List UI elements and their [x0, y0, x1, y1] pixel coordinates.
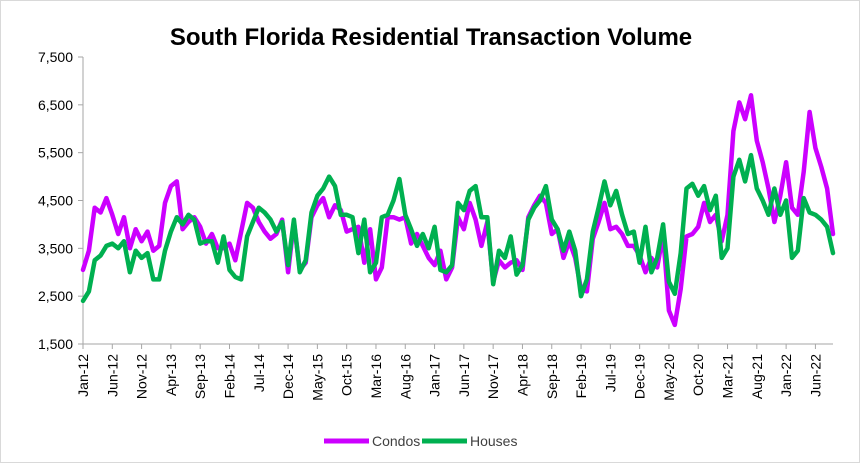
x-tick-label: Dec-14 [280, 354, 296, 399]
series-line-houses [80, 152, 836, 304]
x-tick-label: Oct-15 [339, 354, 355, 396]
x-tick-label: Jun-22 [807, 354, 823, 397]
x-tick-label: Nov-12 [134, 354, 150, 399]
x-tick-label: Oct-20 [690, 354, 706, 396]
y-tick-label: 3,500 [38, 240, 73, 256]
y-tick-label: 7,500 [38, 49, 73, 65]
y-tick-label: 5,500 [38, 145, 73, 161]
x-tick-label: Feb-19 [573, 354, 589, 399]
y-tick-label: 2,500 [38, 288, 73, 304]
x-tick-label: Apr-13 [163, 354, 179, 396]
x-axis: Jan-12 Jun-12 Nov-12 Apr-13 Sep-13 Feb-14 Jul-… [75, 343, 833, 401]
x-tick-label: Jan-12 [75, 354, 91, 397]
x-tick-label: May-20 [661, 354, 677, 401]
x-tick-label: Jun-12 [104, 354, 120, 397]
x-tick-label: Sep-13 [192, 354, 208, 399]
x-tick-label: Nov-17 [485, 354, 501, 399]
y-tick-label: 1,500 [38, 336, 73, 352]
x-tick-label: May-15 [309, 354, 325, 401]
x-tick-label: Feb-14 [221, 354, 237, 399]
x-tick-label: Jun-17 [456, 354, 472, 397]
y-axis: 1,500 2,500 3,500 4,500 5,500 6,500 7,500 [38, 49, 84, 352]
legend: Condos Houses [324, 433, 517, 449]
y-tick-label: 6,500 [38, 97, 73, 113]
x-tick-label: Dec-19 [632, 354, 648, 399]
x-tick-label: Mar-16 [368, 354, 384, 399]
legend-label-houses: Houses [470, 433, 517, 449]
series-layer [80, 93, 836, 328]
x-tick-label: Aug-21 [749, 354, 765, 399]
x-tick-label: Jul-19 [602, 354, 618, 392]
x-tick-label: Aug-16 [397, 354, 413, 399]
y-tick-label: 4,500 [38, 193, 73, 209]
x-tick-label: Jul-14 [251, 354, 267, 392]
x-tick-label: Jan-17 [427, 354, 443, 397]
legend-label-condos: Condos [372, 433, 420, 449]
x-tick-label: Sep-18 [544, 354, 560, 399]
x-tick-label: Jan-22 [778, 354, 794, 397]
x-tick-label: Apr-18 [514, 354, 530, 396]
chart-title: South Florida Residential Transaction Vo… [170, 24, 692, 51]
x-tick-label: Mar-21 [720, 354, 736, 399]
